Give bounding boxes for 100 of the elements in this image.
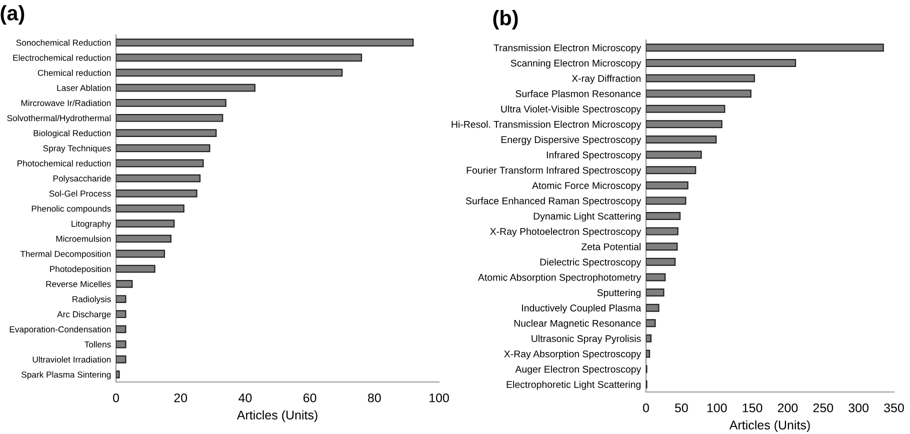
x-tick-label: 250	[813, 403, 834, 412]
x-tick-label: 150	[742, 403, 762, 412]
bar	[116, 144, 210, 152]
y-tick-label: Phenolic compounds	[32, 205, 111, 214]
bar	[116, 340, 126, 348]
bar	[646, 166, 696, 174]
bar	[116, 370, 120, 378]
y-tick-label: Spark Plasma Sintering	[22, 371, 111, 380]
y-tick-label: Photochemical reduction	[18, 160, 111, 166]
y-tick-label: X-Ray Photoelectron Spectroscopy	[490, 228, 642, 237]
y-tick-label: Surface Plasmon Resonance	[516, 90, 641, 98]
bar	[116, 220, 175, 228]
bar	[116, 204, 184, 212]
y-tick-label: Hi-Resol. Transmission Electron Microscopy	[452, 120, 642, 130]
y-tick-label: Atomic Force Microscopy	[532, 182, 642, 191]
bar	[646, 196, 686, 205]
bar	[116, 280, 133, 288]
bar	[116, 234, 172, 243]
y-tick-label: Sol-Gel Process	[49, 190, 111, 197]
bar	[646, 120, 722, 128]
bar	[116, 264, 156, 273]
x-tick-label: 350	[884, 403, 904, 412]
y-tick-label: Tollens	[84, 341, 111, 348]
chart-title: (a)	[0, 5, 24, 25]
y-tick-label: Spray Techniques	[43, 145, 111, 154]
bar	[116, 189, 198, 198]
bar	[116, 250, 166, 258]
y-tick-label: Litography	[72, 220, 112, 228]
y-tick-label: Inductively Coupled Plasma	[522, 304, 642, 314]
bar	[116, 325, 126, 334]
x-tick-label: 40	[238, 393, 252, 402]
x-tick-label: 60	[303, 393, 316, 402]
bar	[116, 129, 217, 138]
y-tick-label: Nuclear Magnetic Resonance	[514, 320, 641, 329]
bar	[646, 104, 726, 113]
bar	[646, 304, 660, 312]
bar	[646, 273, 666, 282]
y-tick-label: Reverse Micelles	[46, 280, 111, 288]
y-tick-label: Arc Discharge	[57, 310, 111, 320]
y-tick-label: X-ray Diffraction	[572, 74, 641, 84]
y-tick-label: Fourier Transform Infrared Spectroscopy	[466, 166, 642, 176]
y-tick-label: Polysaccharide	[53, 175, 111, 184]
y-tick-label: Laser Ablation	[57, 84, 111, 92]
bar	[116, 355, 126, 364]
bar	[646, 44, 884, 52]
bar	[646, 258, 676, 266]
y-tick-label: Biological Reduction	[34, 130, 111, 138]
chart-title: (b)	[493, 10, 518, 30]
x-tick-label: 100	[707, 403, 727, 412]
y-tick-label: Sputtering	[597, 289, 641, 298]
bar	[116, 98, 226, 107]
y-tick-label: Scanning Electron Microscopy	[510, 59, 642, 68]
x-tick-label: 200	[778, 403, 798, 412]
y-tick-label: Zeta Potential	[581, 243, 640, 250]
y-tick-label: Thermal Decomposition	[20, 250, 111, 259]
y-tick-label: Ultraviolet Irradiation	[32, 356, 111, 363]
bar	[116, 84, 256, 92]
bar	[116, 114, 224, 122]
y-tick-label: Solvothermal/Hydrothermal	[7, 114, 111, 123]
y-tick-label: Mircrowave Ir/Radiation	[21, 100, 111, 106]
bar	[116, 310, 126, 318]
bar	[646, 181, 688, 190]
x-tick-label: 50	[674, 403, 688, 412]
bar	[116, 174, 201, 182]
y-tick-label: Sonochemical Reduction	[16, 39, 111, 46]
y-tick-label: Ultra Violet-Visible Spectroscopy	[501, 105, 642, 114]
x-tick-label: 0	[643, 403, 649, 412]
y-tick-label: Chemical reduction	[38, 70, 111, 76]
x-tick-label: 20	[174, 393, 188, 402]
bar	[646, 150, 702, 159]
bar	[646, 350, 650, 358]
bar	[646, 227, 678, 236]
x-tick-label: 100	[430, 393, 449, 402]
y-tick-label: Infrared Spectroscopy	[546, 151, 642, 160]
bar	[646, 319, 656, 328]
x-tick-label: 80	[368, 393, 381, 402]
bar	[646, 212, 681, 220]
bar	[116, 38, 414, 46]
y-tick-label: Surface Enhanced Raman Spectroscopy	[466, 197, 642, 206]
bar	[646, 90, 752, 98]
y-tick-label: Ultrasonic Spray Pyrolisis	[532, 334, 641, 344]
bar	[646, 242, 678, 251]
y-tick-label: Electrochemical reduction	[13, 54, 111, 61]
y-tick-label: Atomic Absorption Spectrophotometry	[478, 274, 642, 283]
y-tick-label: Radiolysis	[72, 296, 111, 304]
bar	[646, 334, 652, 342]
x-tick-label: 300	[848, 403, 869, 412]
y-tick-label: Dynamic Light Scattering	[534, 212, 641, 222]
bar	[116, 68, 343, 77]
x-axis-title: Articles (Units)	[236, 410, 318, 422]
y-tick-label: Electrophoretic Light Scattering	[506, 380, 641, 390]
y-tick-label: Microemulsion	[56, 236, 111, 242]
y-tick-label: Evaporation-Condensation	[10, 326, 111, 334]
y-tick-label: Energy Dispersive Spectroscopy	[501, 136, 642, 146]
y-tick-label: Photodeposition	[50, 266, 111, 274]
bar	[116, 54, 362, 62]
bar	[116, 295, 126, 303]
bar	[116, 159, 204, 168]
y-tick-label: X-Ray Absorption Spectroscopy	[504, 350, 642, 360]
bar	[646, 58, 796, 67]
